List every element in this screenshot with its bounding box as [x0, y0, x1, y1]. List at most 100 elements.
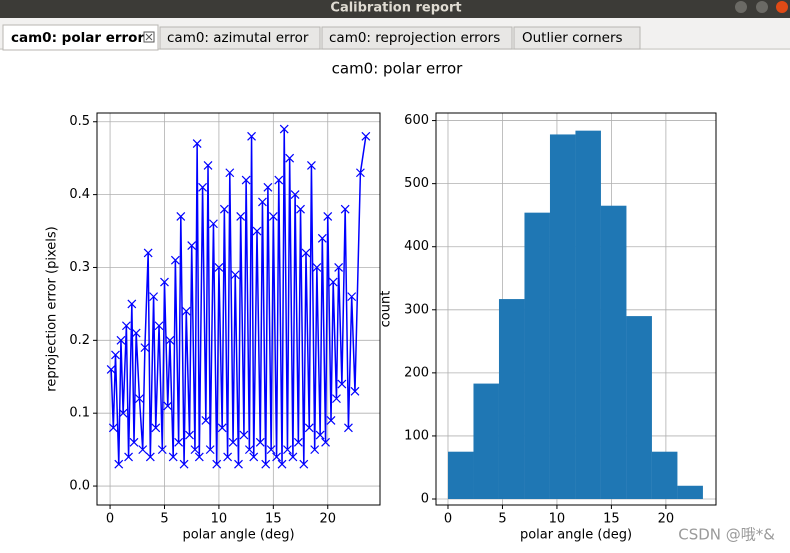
x-marker	[190, 445, 200, 455]
x-marker	[143, 248, 153, 258]
x-marker	[181, 306, 191, 316]
x-marker	[212, 459, 222, 469]
y-tick-label: 300	[404, 302, 429, 317]
x-marker	[219, 204, 229, 214]
x-marker	[283, 445, 292, 455]
x-marker	[261, 459, 271, 469]
tab[interactable]	[159, 26, 321, 50]
histogram-bar	[473, 383, 499, 500]
x-marker	[140, 343, 150, 353]
axes-frame	[435, 112, 717, 506]
y-axis-label: count	[379, 291, 394, 328]
x-marker	[288, 452, 298, 462]
x-marker	[131, 328, 141, 338]
data-line	[110, 129, 367, 465]
x-marker	[124, 452, 133, 462]
tab[interactable]	[321, 26, 513, 50]
window-title: Calibration report	[330, 1, 461, 16]
x-marker	[225, 168, 235, 178]
histogram-bar	[447, 451, 474, 500]
x-marker	[344, 423, 353, 433]
x-marker	[138, 445, 148, 455]
tab[interactable]	[2, 24, 159, 51]
x-marker	[187, 241, 197, 251]
x-marker	[194, 452, 204, 462]
x-marker	[307, 161, 316, 170]
maximize-button[interactable]	[756, 1, 768, 13]
x-tick-label: 0	[444, 512, 452, 527]
y-tick-label: 100	[404, 428, 429, 443]
x-axis-label: polar angle (deg)	[182, 528, 294, 543]
x-marker	[274, 175, 284, 185]
x-marker	[312, 263, 322, 272]
x-marker	[347, 292, 357, 302]
figure-title: cam0: polar error	[332, 60, 464, 78]
x-marker	[170, 255, 180, 265]
x-tick-label: 5	[498, 512, 506, 527]
histogram-bar	[575, 130, 601, 500]
y-tick-label: 0.0	[69, 479, 90, 494]
histogram-bar	[524, 212, 550, 500]
histogram-bar	[549, 134, 576, 500]
axes-frame	[96, 112, 381, 506]
x-marker	[157, 445, 167, 455]
histogram-bar	[626, 316, 652, 500]
tab-label: cam0: azimutal error	[167, 30, 309, 46]
x-tick-label: 10	[211, 512, 228, 527]
x-marker	[129, 437, 139, 447]
x-marker	[239, 430, 249, 440]
x-tick-label: 0	[106, 512, 114, 527]
tab-label: cam0: polar error	[11, 30, 144, 46]
x-marker	[176, 212, 186, 221]
x-marker	[247, 131, 256, 141]
x-marker	[145, 452, 155, 462]
close-button[interactable]	[776, 1, 788, 13]
x-marker	[217, 423, 227, 433]
x-marker	[201, 416, 211, 425]
x-marker	[315, 430, 325, 440]
x-marker	[165, 335, 175, 345]
x-marker	[337, 379, 347, 389]
x-marker	[334, 263, 344, 272]
y-tick-label: 0.5	[69, 114, 90, 129]
x-marker	[326, 416, 336, 425]
tab-close[interactable]	[143, 31, 155, 43]
title-bar	[0, 0, 790, 18]
x-tick-label: 5	[160, 512, 168, 527]
x-marker	[332, 394, 341, 404]
x-marker	[263, 182, 273, 192]
y-tick-label: 600	[404, 113, 429, 128]
x-marker	[121, 321, 131, 331]
x-marker	[321, 437, 331, 447]
x-tick-label: 10	[549, 512, 566, 527]
x-marker	[185, 430, 194, 440]
y-tick-label: 0.3	[69, 260, 90, 275]
x-marker	[328, 277, 338, 287]
x-tick-label: 20	[658, 512, 675, 527]
x-marker	[317, 233, 327, 243]
x-marker	[285, 153, 295, 163]
y-tick-label: 400	[404, 239, 429, 254]
x-tick-label: 15	[265, 512, 282, 527]
tab[interactable]	[513, 26, 641, 50]
x-marker	[310, 445, 320, 455]
y-tick-label: 0.1	[69, 406, 90, 421]
x-marker	[135, 394, 144, 404]
x-marker	[118, 408, 128, 418]
x-marker	[151, 423, 161, 433]
histogram-bar	[677, 485, 703, 500]
x-marker	[160, 277, 169, 287]
x-marker	[279, 124, 289, 134]
y-tick-label: 0	[421, 492, 429, 507]
x-marker	[168, 452, 178, 462]
y-tick-label: 500	[404, 176, 429, 191]
x-marker	[244, 445, 254, 455]
tab-label: Outlier corners	[522, 30, 623, 46]
x-marker	[304, 423, 314, 433]
x-marker	[361, 131, 371, 141]
minimize-button[interactable]	[735, 1, 747, 13]
x-marker	[272, 452, 282, 462]
x-marker	[163, 401, 173, 411]
